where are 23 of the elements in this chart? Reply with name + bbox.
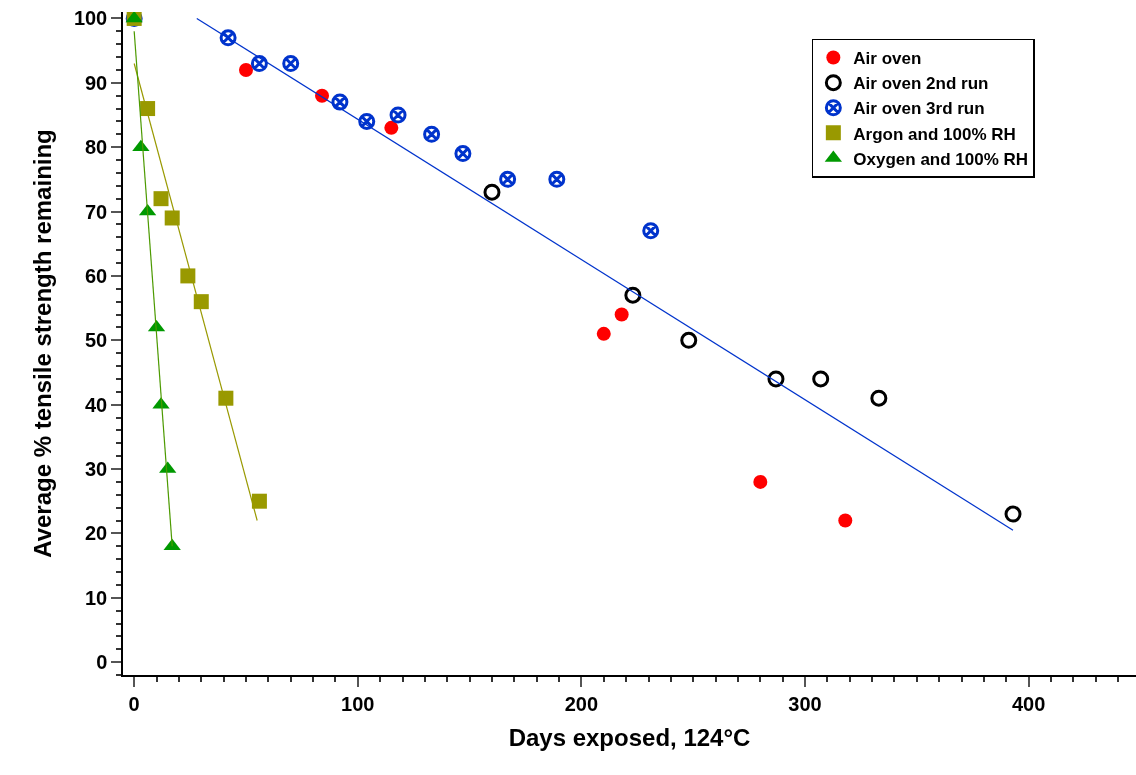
y-tick-label: 80 [85, 136, 108, 159]
x-axis-title: Days exposed, 124°C [508, 723, 751, 751]
x-tick-label: 400 [1011, 692, 1046, 715]
y-tick-label: 100 [73, 7, 108, 30]
y-tick-label: 30 [85, 458, 108, 481]
legend-label: Air oven 3rd run [853, 99, 985, 119]
y-tick-label: 20 [85, 522, 108, 545]
legend-label: Air oven 2nd run [853, 74, 989, 94]
legend-label: Argon and 100% RH [853, 124, 1016, 144]
y-tick-label: 40 [85, 393, 108, 416]
y-tick-label: 10 [85, 586, 108, 609]
y-tick-label: 50 [85, 329, 108, 352]
y-tick-label: 90 [85, 71, 108, 94]
y-tick-label: 70 [85, 200, 108, 223]
y-axis-title: Average % tensile strength remaining [29, 129, 57, 558]
x-tick-label: 300 [788, 692, 822, 715]
y-tick-label: 60 [85, 264, 108, 287]
legend-label: Oxygen and 100% RH [853, 149, 1029, 169]
x-tick-label: 0 [128, 692, 140, 715]
x-tick-label: 100 [341, 692, 375, 715]
legend-label: Air oven [853, 49, 922, 69]
x-tick-label: 200 [564, 692, 599, 715]
y-tick-label: 0 [96, 651, 108, 674]
